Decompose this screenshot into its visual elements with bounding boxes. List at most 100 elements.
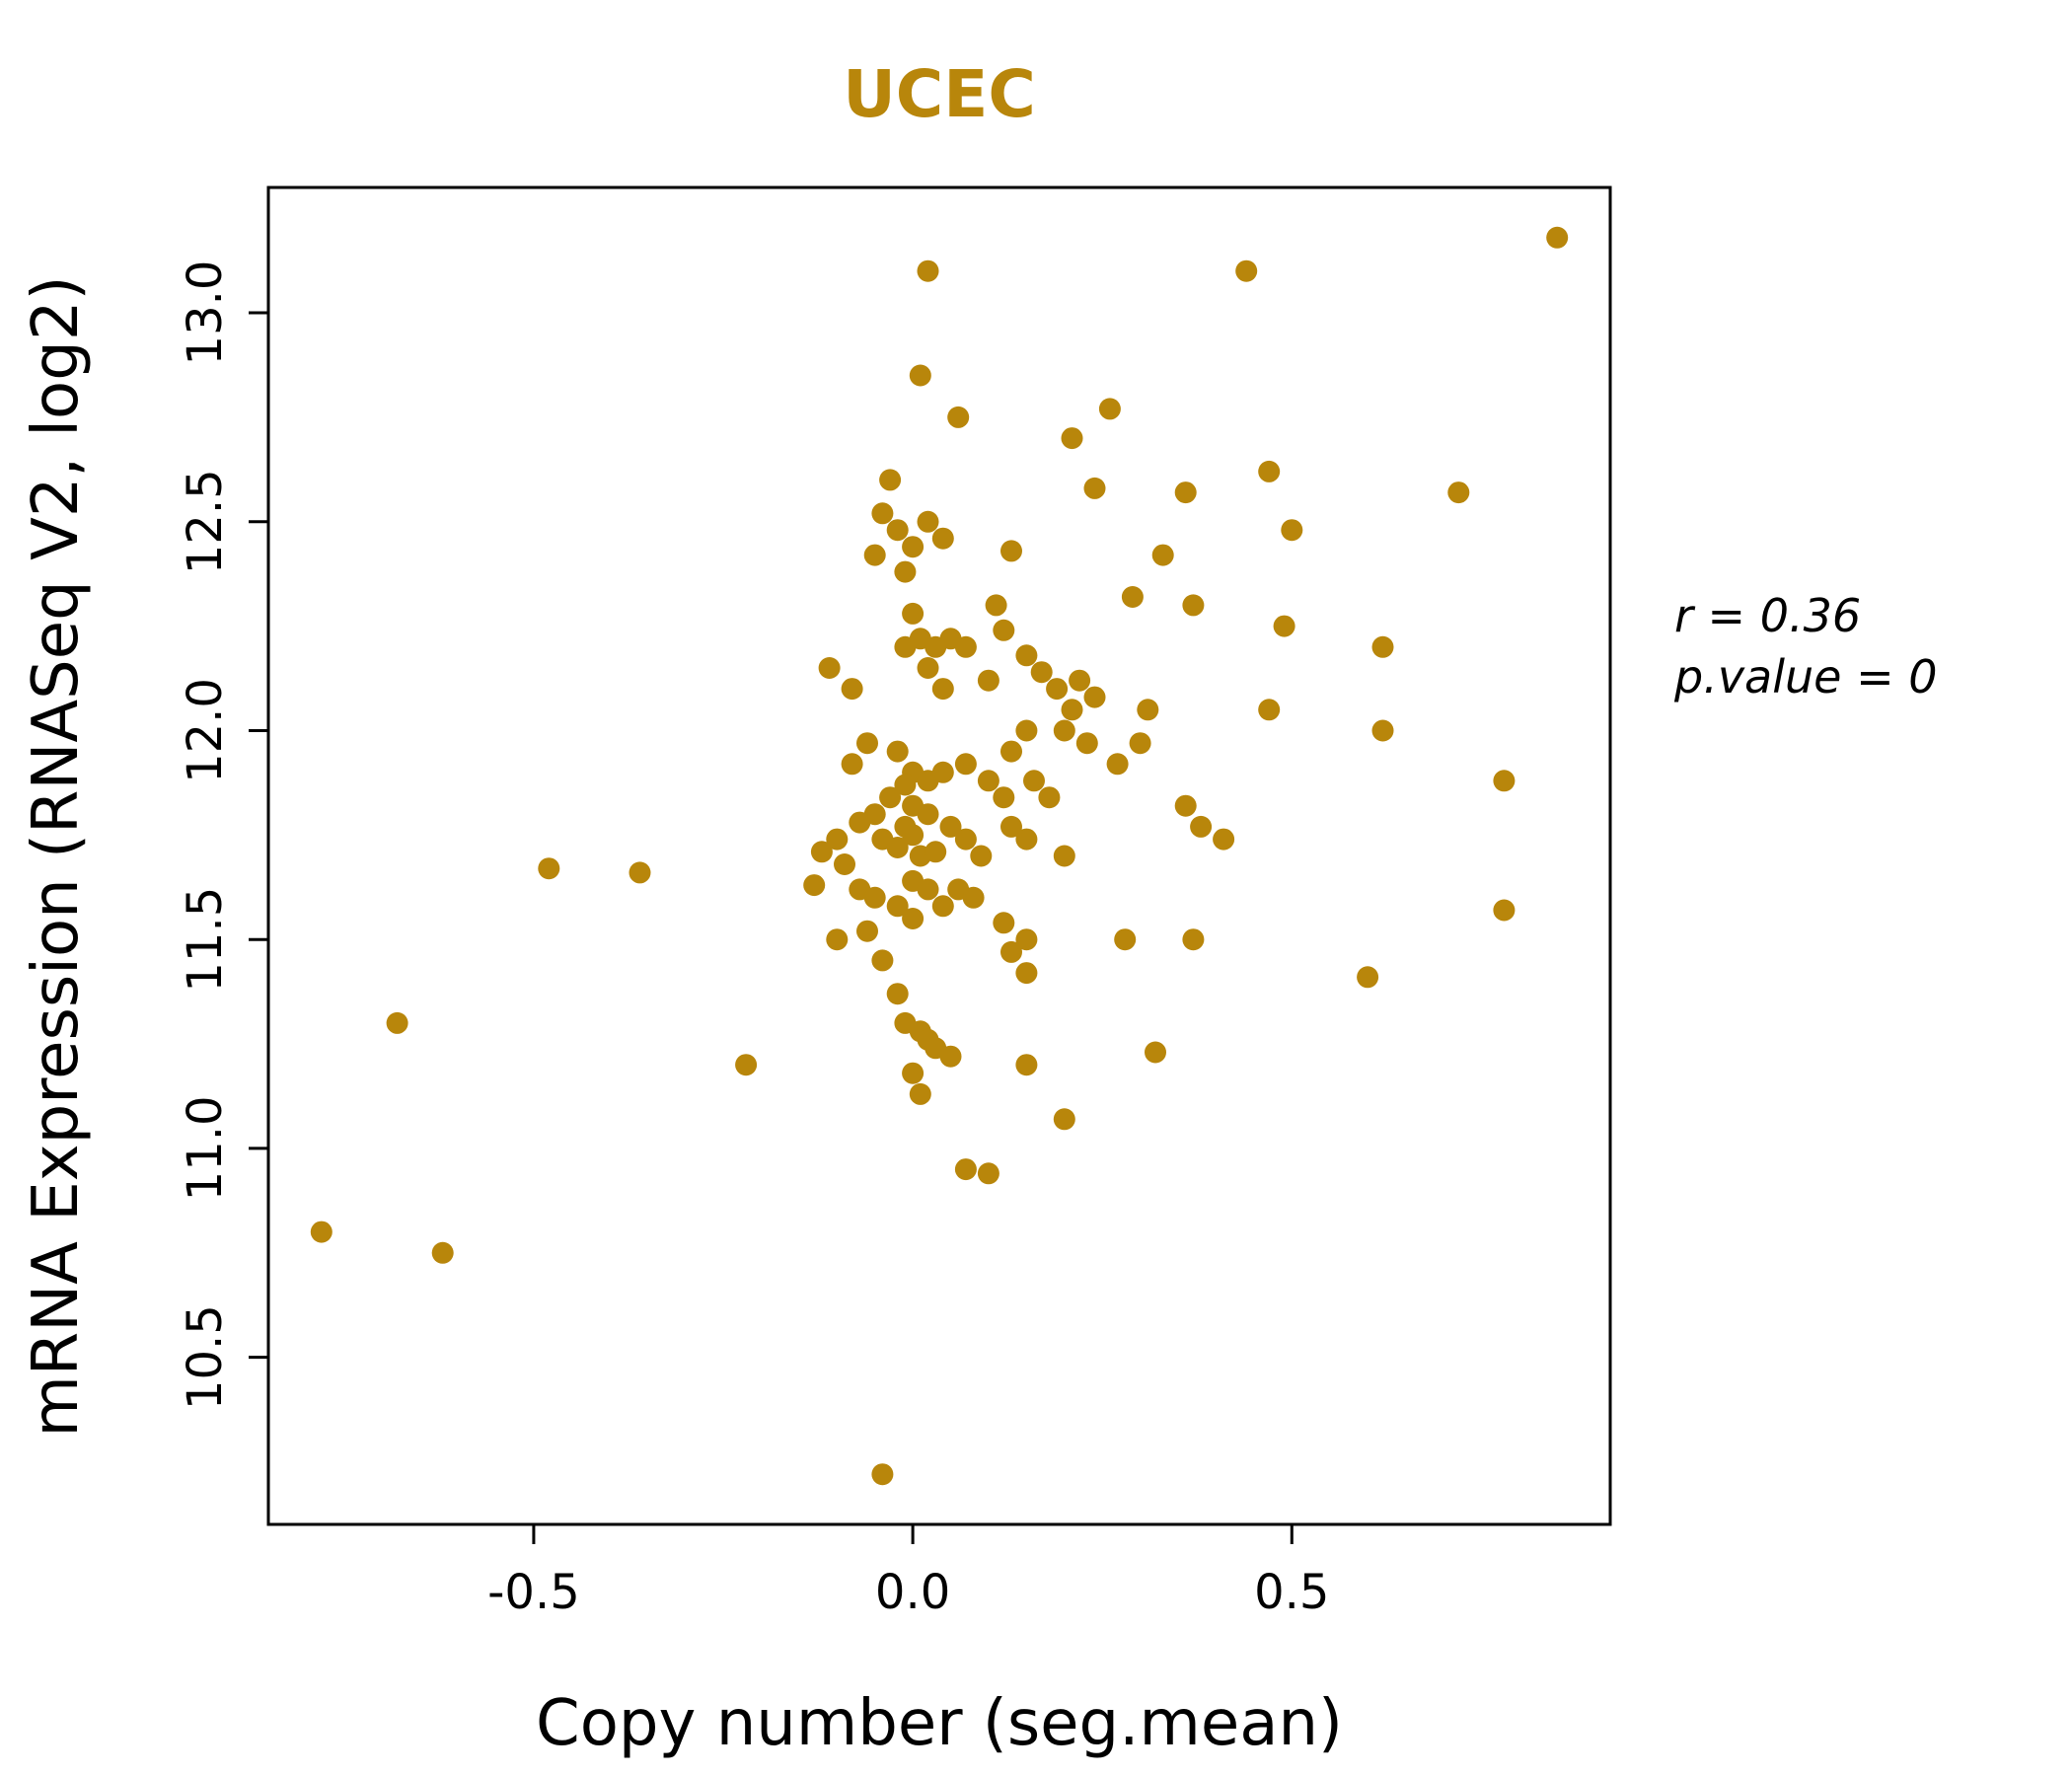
data-point <box>1069 669 1091 692</box>
data-point <box>1273 615 1295 637</box>
data-point <box>1083 477 1106 499</box>
data-point <box>902 602 925 625</box>
data-point <box>1371 635 1394 658</box>
data-point <box>431 1241 454 1264</box>
data-point <box>925 841 947 863</box>
y-axis-label: mRNA Expression (RNASeq V2, log2) <box>20 275 93 1437</box>
data-point <box>1015 1054 1038 1076</box>
data-point <box>871 949 894 972</box>
x-tick-label: -0.5 <box>487 1565 580 1620</box>
data-point <box>894 815 917 838</box>
data-point <box>1015 928 1038 951</box>
y-tick-label: 11.5 <box>178 887 233 993</box>
data-point <box>1053 719 1075 742</box>
data-point <box>917 259 939 282</box>
data-point <box>954 635 977 658</box>
data-point <box>818 657 841 679</box>
data-point <box>826 928 849 951</box>
data-point <box>1281 519 1303 542</box>
data-point <box>1151 544 1174 566</box>
data-point <box>810 841 833 863</box>
data-point <box>1145 1041 1166 1064</box>
data-point <box>1075 732 1098 755</box>
data-point <box>1182 928 1205 951</box>
data-point <box>1023 770 1045 792</box>
data-point <box>1000 740 1022 763</box>
data-point <box>1371 719 1394 742</box>
data-point <box>1357 966 1379 989</box>
data-point <box>871 1463 894 1486</box>
correlation-pvalue-annotation: p.value = 0 <box>1673 650 1938 703</box>
data-point <box>954 1158 977 1181</box>
data-point <box>1053 845 1075 867</box>
data-point <box>841 678 863 701</box>
data-point <box>1000 540 1022 562</box>
data-point <box>1447 481 1470 504</box>
data-point <box>917 803 939 826</box>
data-point <box>977 770 999 792</box>
data-point <box>1015 644 1038 667</box>
data-point <box>856 732 878 755</box>
data-point <box>1000 815 1022 838</box>
data-point <box>977 669 999 692</box>
data-point <box>1015 828 1038 851</box>
data-point <box>1038 786 1061 809</box>
data-point <box>863 544 886 566</box>
data-point <box>917 878 939 901</box>
data-point <box>1137 699 1159 721</box>
data-point <box>1174 794 1197 817</box>
x-tick-label: 0.0 <box>875 1565 950 1620</box>
data-point <box>1121 586 1144 608</box>
data-point <box>834 853 855 875</box>
data-point <box>886 895 909 918</box>
data-point <box>310 1221 333 1243</box>
data-point <box>386 1011 408 1034</box>
data-point <box>1258 460 1281 482</box>
data-point <box>931 895 954 918</box>
data-point <box>954 828 977 851</box>
data-point <box>849 811 871 834</box>
data-point <box>985 594 1007 617</box>
data-point <box>1129 732 1151 755</box>
data-point <box>1493 899 1516 922</box>
data-point <box>803 874 826 897</box>
data-point <box>879 786 902 809</box>
data-point <box>909 1082 931 1105</box>
data-point <box>1213 828 1235 851</box>
data-point <box>894 560 917 583</box>
data-point <box>1190 815 1213 838</box>
data-point <box>538 857 560 880</box>
data-point <box>1546 226 1569 249</box>
data-point <box>947 406 970 428</box>
data-point <box>735 1054 758 1076</box>
y-axis-ticks: 10.5 11.0 11.5 12.0 12.5 13.0 <box>178 260 268 1410</box>
y-tick-label: 12.0 <box>178 678 233 783</box>
data-point <box>1106 753 1129 776</box>
data-point <box>1235 259 1258 282</box>
data-point <box>879 469 902 491</box>
chart-title: UCEC <box>843 56 1036 132</box>
data-point <box>1046 678 1069 701</box>
data-point <box>871 502 894 525</box>
x-axis-label: Copy number (seg.mean) <box>536 1687 1343 1760</box>
data-point <box>962 886 985 909</box>
data-point <box>1493 770 1516 792</box>
data-point <box>856 920 878 942</box>
data-point <box>909 364 931 387</box>
y-tick-label: 13.0 <box>178 260 233 366</box>
data-point <box>1098 398 1121 420</box>
data-point <box>902 1062 925 1084</box>
data-point <box>826 828 849 851</box>
data-point <box>917 510 939 533</box>
data-point <box>1061 427 1083 450</box>
data-point <box>863 886 886 909</box>
data-point <box>1061 699 1083 721</box>
x-axis-ticks: -0.5 0.0 0.5 <box>487 1524 1329 1620</box>
plot-border <box>266 185 1612 1526</box>
data-point <box>1015 962 1038 985</box>
data-point <box>841 753 863 776</box>
data-point <box>1083 686 1106 708</box>
data-point <box>1015 719 1038 742</box>
